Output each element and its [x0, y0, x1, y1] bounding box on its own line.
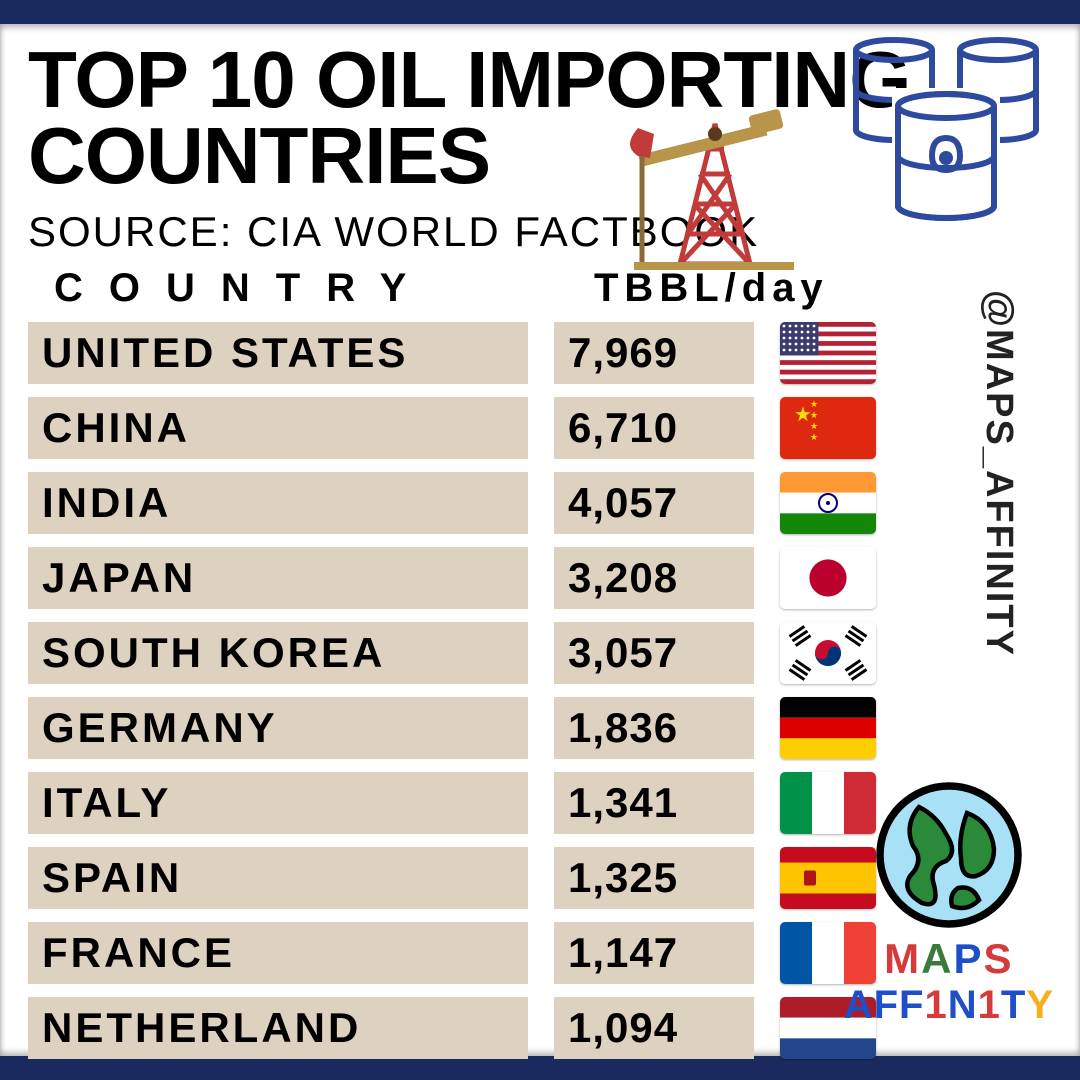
flag-icon: ★★★★★	[780, 397, 876, 459]
value-cell: 6,710	[554, 397, 754, 459]
value-cell: 3,208	[554, 547, 754, 609]
flag-icon	[780, 472, 876, 534]
table-row: CHINA 6,710 ★★★★★	[28, 396, 1052, 460]
country-cell: NETHERLAND	[28, 997, 528, 1059]
logo: MAPS AFF1N1TY	[844, 780, 1054, 1028]
flag-icon	[780, 322, 876, 384]
table-row: INDIA 4,057	[28, 471, 1052, 535]
value-cell: 1,341	[554, 772, 754, 834]
flag-icon	[780, 547, 876, 609]
country-cell: UNITED STATES	[28, 322, 528, 384]
value-cell: 1,325	[554, 847, 754, 909]
value-cell: 1,836	[554, 697, 754, 759]
table-row: GERMANY 1,836	[28, 696, 1052, 760]
flag-icon	[780, 622, 876, 684]
value-cell: 1,094	[554, 997, 754, 1059]
country-cell: SPAIN	[28, 847, 528, 909]
country-cell: FRANCE	[28, 922, 528, 984]
value-cell: 4,057	[554, 472, 754, 534]
table-row: JAPAN 3,208	[28, 546, 1052, 610]
country-cell: INDIA	[28, 472, 528, 534]
value-cell: 7,969	[554, 322, 754, 384]
table-row: UNITED STATES 7,969	[28, 321, 1052, 385]
svg-text:★: ★	[810, 432, 818, 442]
globe-icon	[874, 780, 1024, 930]
table-row: SOUTH KOREA 3,057	[28, 621, 1052, 685]
country-cell: JAPAN	[28, 547, 528, 609]
barrels-icon	[836, 30, 1056, 230]
column-header-country: COUNTRY	[54, 266, 554, 311]
country-cell: ITALY	[28, 772, 528, 834]
svg-text:★: ★	[810, 410, 818, 420]
pumpjack-icon	[630, 104, 800, 274]
country-cell: SOUTH KOREA	[28, 622, 528, 684]
country-cell: CHINA	[28, 397, 528, 459]
handle-text: @MAPS_AFFINITY	[977, 290, 1020, 657]
value-cell: 1,147	[554, 922, 754, 984]
svg-text:★: ★	[810, 421, 818, 431]
value-cell: 3,057	[554, 622, 754, 684]
flag-icon	[780, 697, 876, 759]
country-cell: GERMANY	[28, 697, 528, 759]
svg-text:★: ★	[810, 399, 818, 409]
